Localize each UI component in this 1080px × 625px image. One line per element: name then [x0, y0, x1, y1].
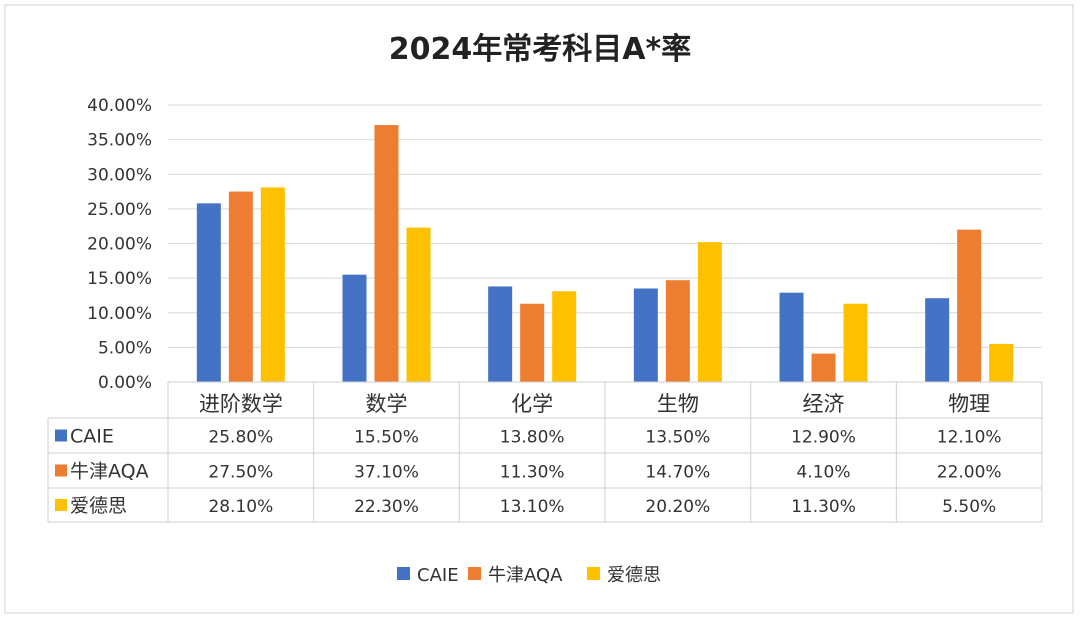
category-label: 数学 — [366, 392, 408, 416]
data-table-value: 13.80% — [500, 428, 565, 448]
bar-牛津AQA-生物 — [665, 280, 690, 382]
data-table-value: 4.10% — [796, 463, 850, 483]
series-row-label: 牛津AQA — [70, 461, 149, 483]
bar-牛津AQA-进阶数学 — [228, 191, 253, 382]
bar-爱德思-物理 — [989, 343, 1014, 382]
bar-爱德思-生物 — [697, 242, 722, 382]
category-label: 经济 — [803, 392, 845, 416]
data-table-value: 25.80% — [208, 428, 273, 448]
bar-牛津AQA-数学 — [374, 125, 399, 383]
legend-label: 牛津AQA — [488, 565, 563, 586]
y-tick-label: 40.00% — [87, 96, 152, 116]
bar-CAIE-进阶数学 — [196, 203, 221, 382]
category-label: 物理 — [948, 392, 990, 416]
data-table-value: 20.20% — [645, 497, 710, 517]
category-label: 化学 — [511, 392, 553, 416]
legend-swatch-CAIE — [397, 567, 410, 580]
y-tick-label: 10.00% — [87, 304, 152, 324]
y-tick-label: 35.00% — [87, 131, 152, 151]
bar-爱德思-进阶数学 — [260, 187, 285, 382]
legend-swatch-牛津AQA — [468, 567, 481, 580]
bar-爱德思-经济 — [843, 303, 868, 382]
y-tick-label: 15.00% — [87, 269, 152, 289]
y-tick-label: 20.00% — [87, 235, 152, 255]
data-table-value: 11.30% — [500, 463, 565, 483]
legend-key-CAIE — [55, 429, 67, 442]
y-tick-label: 25.00% — [87, 200, 152, 220]
data-table-value: 15.50% — [354, 428, 419, 448]
data-table-value: 5.50% — [942, 497, 996, 517]
data-table-value: 14.70% — [645, 463, 710, 483]
legend-key-爱德思 — [55, 499, 67, 511]
data-table-value: 22.30% — [354, 497, 419, 517]
chart-title: 2024年常考科目A*率 — [389, 32, 691, 67]
y-tick-label: 30.00% — [87, 165, 152, 185]
legend-label: 爱德思 — [607, 565, 661, 586]
data-table-value: 37.10% — [354, 463, 419, 483]
data-table-value: 13.10% — [500, 497, 565, 517]
data-table-value: 12.90% — [791, 428, 856, 448]
data-table-value: 13.50% — [645, 428, 710, 448]
bar-CAIE-化学 — [488, 286, 513, 382]
data-table-value: 27.50% — [208, 463, 273, 483]
bar-牛津AQA-化学 — [520, 303, 545, 382]
bar-爱德思-数学 — [406, 227, 431, 382]
category-label: 生物 — [657, 392, 699, 416]
bar-牛津AQA-物理 — [957, 229, 982, 382]
series-row-label: CAIE — [70, 426, 114, 448]
data-table-value: 28.10% — [208, 497, 273, 517]
bar-CAIE-生物 — [633, 288, 658, 382]
legend-label: CAIE — [417, 565, 459, 586]
y-tick-label: 0.00% — [98, 373, 152, 393]
data-table-value: 22.00% — [937, 463, 1002, 483]
bar-CAIE-经济 — [779, 292, 804, 382]
bar-牛津AQA-经济 — [811, 353, 836, 382]
series-row-label: 爱德思 — [70, 495, 127, 517]
legend-swatch-爱德思 — [587, 567, 600, 580]
data-table-value: 12.10% — [937, 428, 1002, 448]
data-table-value: 11.30% — [791, 497, 856, 517]
y-tick-label: 5.00% — [98, 338, 152, 358]
category-label: 进阶数学 — [199, 392, 283, 416]
legend-key-牛津AQA — [55, 464, 67, 477]
bar-CAIE-数学 — [342, 274, 367, 382]
bar-CAIE-物理 — [925, 298, 950, 382]
bar-爱德思-化学 — [552, 291, 577, 382]
